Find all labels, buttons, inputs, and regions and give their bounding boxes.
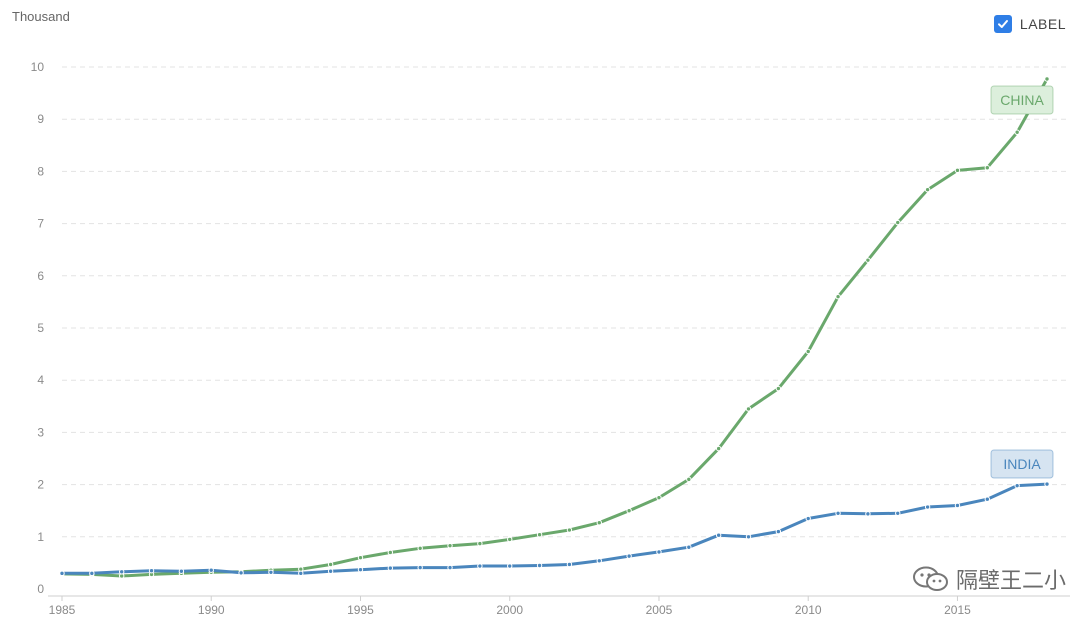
- data-point-india: [89, 570, 95, 577]
- series-label-box-india: [990, 449, 1054, 479]
- data-point-india: [656, 549, 662, 555]
- data-point-india: [536, 562, 543, 569]
- data-point-india: [984, 496, 991, 502]
- series-label-box-china: [990, 85, 1054, 115]
- x-tick-label: 1985: [49, 603, 76, 617]
- y-tick-label: 4: [37, 373, 44, 387]
- data-point-china: [984, 165, 991, 171]
- data-point-india: [924, 504, 931, 510]
- data-point-india: [327, 568, 334, 574]
- data-point-india: [1044, 481, 1050, 487]
- label-checkbox[interactable]: [993, 15, 1012, 33]
- series-group: [59, 76, 1050, 579]
- data-point-india: [715, 532, 722, 538]
- data-point-china: [805, 348, 811, 355]
- data-point-india: [805, 515, 811, 522]
- data-point-india: [148, 568, 155, 574]
- data-point-india: [208, 567, 214, 573]
- data-point-china: [387, 549, 394, 556]
- y-tick-label: 6: [37, 269, 44, 283]
- data-point-china: [686, 476, 692, 483]
- y-tick-label: 7: [37, 217, 44, 231]
- data-point-china: [327, 561, 334, 568]
- watermark: 隔壁王二小: [912, 563, 1066, 595]
- data-point-china: [447, 542, 453, 549]
- data-point-india: [387, 565, 394, 571]
- y-tick-label: 9: [37, 112, 44, 126]
- series-label-india: INDIA: [1003, 456, 1041, 472]
- data-point-india: [59, 570, 65, 577]
- x-axis: 1985 1990 1995 2000 2005 2010 2015: [48, 595, 1070, 617]
- data-point-india: [566, 561, 573, 568]
- data-point-india: [268, 569, 274, 575]
- data-point-china: [954, 167, 961, 174]
- watermark-text: 隔壁王二小: [955, 569, 1066, 594]
- y-tick-label: 2: [37, 478, 44, 492]
- x-tick-label: 2000: [496, 603, 523, 617]
- wechat-icon: [912, 566, 948, 591]
- data-point-china: [835, 293, 841, 300]
- data-point-china: [1044, 76, 1050, 82]
- data-point-china: [745, 406, 752, 412]
- data-point-india: [895, 510, 901, 517]
- data-point-china: [417, 545, 423, 551]
- label-toggle[interactable]: LABEL: [993, 15, 1066, 33]
- data-point-china: [865, 257, 871, 263]
- x-tick-label: 2005: [646, 603, 673, 617]
- series-label-china: CHINA: [1000, 92, 1044, 108]
- label-toggle-text: LABEL: [1019, 16, 1066, 32]
- x-tick-label: 2010: [795, 603, 822, 617]
- data-point-india: [298, 570, 304, 577]
- data-point-china: [656, 494, 662, 501]
- data-point-india: [477, 563, 483, 569]
- data-point-china: [775, 385, 782, 392]
- data-point-china: [566, 527, 573, 533]
- data-point-india: [865, 511, 871, 517]
- data-point-india: [686, 544, 692, 550]
- data-point-china: [596, 520, 602, 526]
- data-point-india: [178, 568, 185, 574]
- data-point-china: [715, 445, 722, 452]
- data-point-india: [626, 553, 632, 559]
- series-labels: CHINA INDIA: [990, 85, 1054, 479]
- grid-lines: [62, 66, 1070, 538]
- y-tick-label: 3: [37, 425, 44, 439]
- data-point-china: [536, 532, 543, 538]
- y-tick-label: 0: [37, 582, 44, 596]
- data-point-india: [775, 528, 782, 535]
- data-point-india: [447, 564, 453, 571]
- data-point-china: [357, 554, 364, 561]
- data-point-india: [835, 510, 841, 517]
- data-point-india: [238, 570, 244, 576]
- data-point-china: [895, 219, 901, 226]
- data-point-india: [745, 534, 752, 540]
- data-point-india: [596, 558, 602, 564]
- data-point-india: [357, 566, 364, 573]
- y-axis-unit-label: Thousand: [12, 9, 70, 24]
- y-tick-label: 1: [37, 530, 44, 544]
- x-tick-label: 1995: [347, 603, 374, 617]
- data-point-india: [507, 563, 513, 569]
- checkmark-icon: [997, 20, 1008, 28]
- series-line-india: [60, 482, 1049, 575]
- data-point-china: [626, 508, 632, 514]
- y-tick-label: 10: [31, 60, 45, 74]
- y-tick-label: 8: [37, 164, 44, 178]
- data-point-india: [954, 502, 961, 509]
- data-point-china: [924, 186, 931, 193]
- data-point-india: [1014, 482, 1020, 489]
- x-tick-label: 1990: [198, 603, 225, 617]
- data-point-china: [507, 536, 513, 543]
- y-axis-ticks: 0 1 2 3 4 5 6 7 8 9 10: [31, 60, 45, 596]
- data-point-china: [477, 540, 483, 547]
- x-tick-label: 2015: [944, 603, 971, 617]
- data-point-india: [417, 564, 423, 571]
- data-point-china: [1014, 129, 1020, 135]
- data-point-india: [118, 569, 125, 575]
- y-tick-label: 5: [37, 321, 44, 335]
